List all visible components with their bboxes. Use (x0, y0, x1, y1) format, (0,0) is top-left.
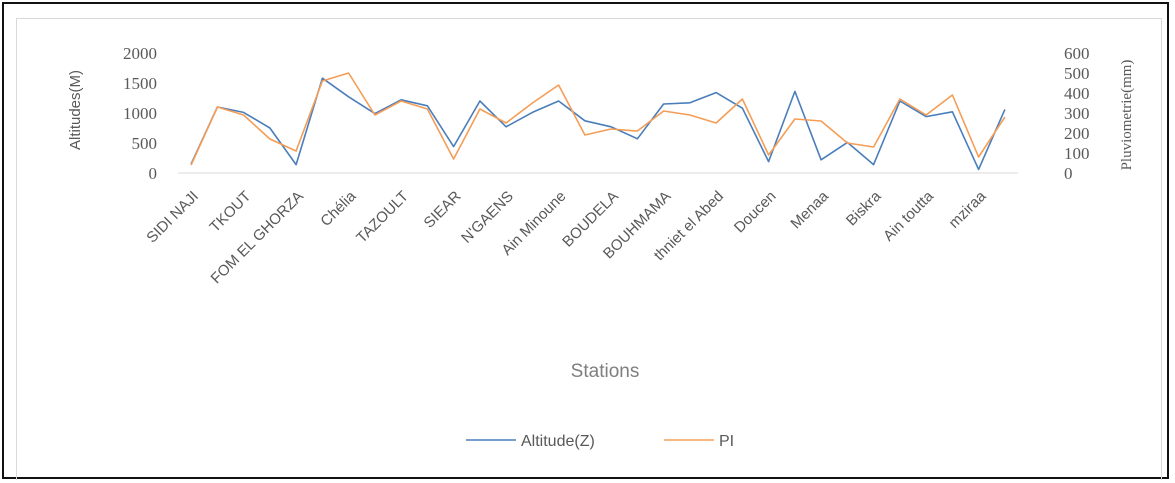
y-tick-label: 1000 (123, 104, 157, 123)
x-tick-label: SIEAR (421, 188, 465, 232)
y-axis-title: Altitudes(M) (67, 70, 84, 150)
x-tick-label: Biskra (843, 187, 885, 229)
chart-area (16, 18, 1162, 480)
y-tick-label: 1500 (123, 74, 157, 93)
y2-tick-label: 100 (1064, 144, 1090, 163)
y-tick-label: 2000 (123, 44, 157, 63)
series-lines (190, 72, 1006, 171)
legend: Altitude(Z) PI (466, 433, 734, 450)
x-tick-label: TKOUT (206, 188, 254, 236)
x-tick-label: FOM EL GHORZA (208, 188, 307, 287)
legend-label: Altitude(Z) (521, 433, 595, 450)
legend-label: PI (719, 433, 734, 450)
y2-tick-label: 300 (1064, 104, 1090, 123)
x-tick-label: Chélia (317, 187, 360, 230)
y-tick-label: 500 (132, 134, 158, 153)
x-tick-label: Doucen (731, 188, 780, 237)
x-tick-label: TAZOULT (353, 188, 412, 247)
y2-axis-title: Pluviometrie(mm) (1119, 60, 1135, 171)
y-tick-label: 0 (149, 164, 158, 183)
x-tick-label: Ain toutta (880, 187, 937, 244)
tick-labels: 05001000150020000100200300400500600SIDI … (123, 44, 1090, 287)
series-line-altitude-z (190, 77, 1006, 171)
y2-tick-label: 400 (1064, 84, 1090, 103)
x-tick-label: mziraa (946, 187, 990, 231)
x-tick-label: SIDI NAJI (143, 188, 202, 247)
y2-tick-label: 500 (1064, 64, 1090, 83)
y2-tick-label: 0 (1064, 164, 1073, 183)
y2-tick-label: 600 (1064, 44, 1090, 63)
series-line-pi (190, 72, 1006, 166)
x-tick-label: Menaa (787, 187, 832, 232)
x-axis-title: Stations (571, 361, 640, 382)
y2-tick-label: 200 (1064, 124, 1090, 143)
